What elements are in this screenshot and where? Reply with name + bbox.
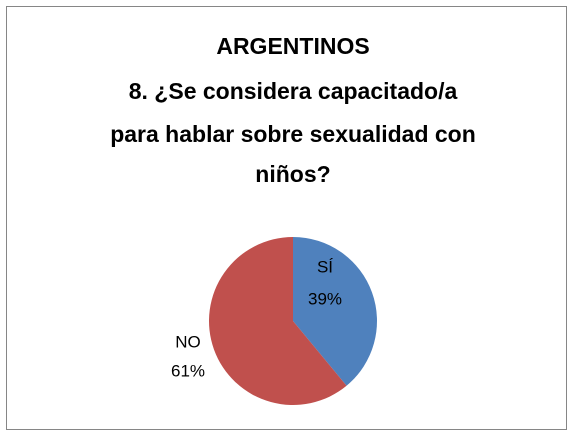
slice-value-label: 61% — [171, 361, 205, 380]
slice-category-label: SÍ — [317, 257, 333, 276]
pie-slice — [209, 237, 347, 405]
chart-title: niños? — [255, 161, 330, 187]
slice-value-label: 39% — [308, 289, 342, 308]
slice-category-label: NO — [175, 332, 201, 351]
chart-title: 8. ¿Se considera capacitado/a — [129, 78, 458, 104]
chart-title: para hablar sobre sexualidad con — [110, 121, 476, 147]
chart-title: ARGENTINOS — [216, 33, 369, 59]
pie-slice — [293, 237, 377, 386]
